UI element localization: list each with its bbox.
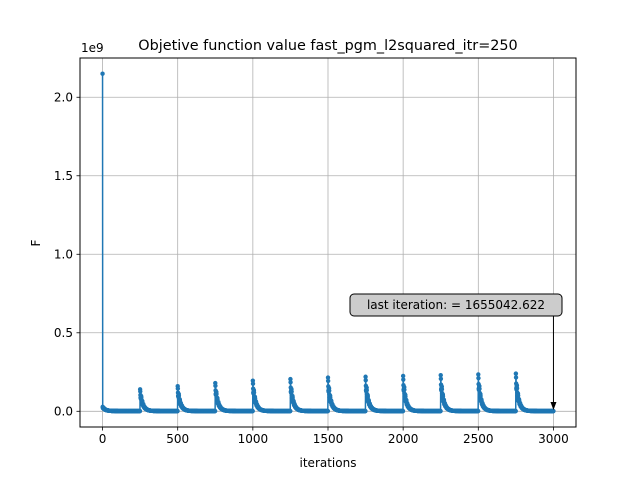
data-point [438, 372, 443, 378]
x-tick-label: 500 [166, 432, 189, 446]
data-point [401, 377, 406, 382]
data-point [476, 375, 481, 381]
data-point [363, 408, 368, 414]
data-point [212, 408, 218, 414]
annotation-text: last iteration: = 1655042.622 [367, 298, 545, 312]
y-axis-multiplier: 1e9 [81, 41, 104, 55]
data-point [288, 376, 293, 382]
data-point [477, 386, 482, 391]
data-point [325, 378, 331, 384]
data-point [100, 71, 105, 76]
data-point [175, 386, 181, 391]
x-axis-label: iterations [300, 456, 357, 470]
data-point [325, 408, 331, 414]
data-point [475, 408, 481, 414]
y-tick-label: 0.5 [54, 326, 73, 340]
data-point [400, 373, 406, 379]
data-point [289, 389, 294, 394]
x-tick-label: 3000 [538, 432, 569, 446]
x-tick-label: 1000 [238, 432, 269, 446]
data-point [513, 408, 518, 414]
data-point [364, 387, 369, 393]
y-tick-label: 0.0 [54, 404, 73, 418]
y-axis-label: F [29, 239, 43, 246]
x-tick-label: 0 [99, 432, 107, 446]
data-point [250, 381, 256, 386]
data-point [438, 376, 444, 382]
y-tick-label: 1.5 [54, 169, 73, 183]
data-point [175, 408, 180, 414]
data-point [439, 387, 445, 392]
data-point [288, 380, 293, 385]
data-point [288, 408, 293, 414]
data-point [214, 391, 219, 397]
data-point [363, 378, 368, 383]
y-tick-label: 2.0 [54, 90, 73, 104]
data-point [251, 390, 257, 395]
data-point [402, 387, 407, 392]
grid-lines [80, 58, 576, 427]
data-point [363, 374, 368, 379]
y-axis-ticks: 0.0 0.5 1.0 1.5 2.0 [54, 90, 80, 418]
annotation: last iteration: = 1655042.622 [349, 293, 563, 411]
data-point [514, 386, 520, 391]
x-axis-ticks: 0 500 1000 1500 2000 2500 3000 [99, 427, 569, 446]
data-point [137, 408, 143, 414]
data-point [513, 375, 519, 380]
data-point [325, 375, 331, 380]
data-point [138, 389, 143, 394]
data-point [327, 388, 332, 393]
y-tick-label: 1.0 [54, 247, 73, 261]
x-tick-label: 2000 [388, 432, 419, 446]
data-point [213, 383, 218, 389]
data-series [100, 71, 556, 414]
chart-title: Objetive function value fast_pgm_l2squar… [138, 38, 517, 54]
data-point [513, 371, 519, 376]
data-point [438, 408, 443, 414]
data-point [250, 408, 255, 414]
data-point [400, 408, 406, 414]
x-tick-label: 1500 [313, 432, 344, 446]
x-tick-label: 2500 [463, 432, 494, 446]
